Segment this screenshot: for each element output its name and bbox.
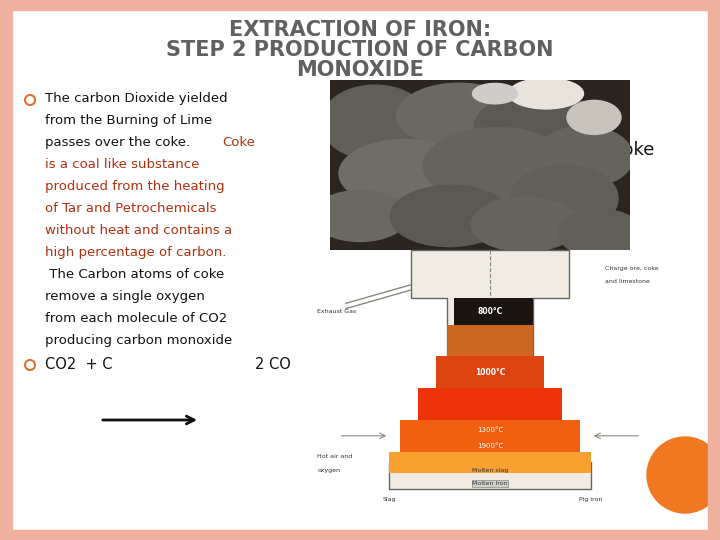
Ellipse shape (471, 197, 579, 252)
Text: Coke: Coke (610, 141, 654, 159)
Text: Charge ore, coke: Charge ore, coke (606, 266, 659, 271)
Text: produced from the heating: produced from the heating (45, 180, 225, 193)
Polygon shape (447, 325, 534, 356)
Text: 800°C: 800°C (477, 307, 503, 316)
Text: without heat and contains a: without heat and contains a (45, 224, 232, 237)
Ellipse shape (321, 85, 429, 160)
Text: CO2  + C: CO2 + C (45, 357, 112, 372)
Text: and limestone: and limestone (606, 280, 650, 285)
Polygon shape (454, 298, 534, 325)
Circle shape (647, 437, 720, 513)
Text: 1900°C: 1900°C (477, 443, 503, 449)
Text: Molten Iron: Molten Iron (472, 481, 508, 486)
Polygon shape (418, 388, 562, 420)
Ellipse shape (390, 185, 510, 247)
Text: The Carbon atoms of coke: The Carbon atoms of coke (45, 268, 224, 281)
Ellipse shape (312, 191, 408, 241)
Ellipse shape (537, 126, 633, 187)
Text: oxygen: oxygen (318, 468, 340, 472)
Text: The carbon Dioxide yielded: The carbon Dioxide yielded (45, 92, 228, 105)
Text: passes over the coke.: passes over the coke. (45, 136, 194, 149)
Text: from each molecule of CO2: from each molecule of CO2 (45, 312, 228, 325)
Bar (0, 0, 720, 10)
Polygon shape (390, 251, 591, 489)
Ellipse shape (510, 165, 618, 233)
Text: is a coal like substance: is a coal like substance (45, 158, 199, 171)
Text: STEP 2 PRODUCTION OF CARBON: STEP 2 PRODUCTION OF CARBON (166, 40, 554, 60)
Text: 1300°C: 1300°C (477, 428, 503, 434)
Ellipse shape (423, 127, 567, 202)
Text: MONOXIDE: MONOXIDE (296, 60, 424, 80)
Text: 2 CO: 2 CO (255, 357, 291, 372)
Ellipse shape (397, 83, 516, 145)
Text: of Tar and Petrochemicals: of Tar and Petrochemicals (45, 202, 217, 215)
Text: Slag: Slag (382, 497, 396, 502)
Bar (0, 0, 12, 540)
Bar (0, 530, 720, 540)
Ellipse shape (339, 139, 471, 207)
Text: from the Burning of Lime: from the Burning of Lime (45, 114, 212, 127)
Text: Pig iron: Pig iron (579, 497, 603, 502)
Bar (708, 0, 720, 540)
Text: Exhaust Gas: Exhaust Gas (318, 309, 356, 314)
Polygon shape (390, 451, 591, 473)
Ellipse shape (558, 209, 642, 257)
Polygon shape (436, 356, 544, 388)
Text: Molten slag: Molten slag (472, 468, 508, 472)
Text: Hot air and: Hot air and (318, 455, 353, 460)
Text: high percentage of carbon.: high percentage of carbon. (45, 246, 226, 259)
Text: remove a single oxygen: remove a single oxygen (45, 290, 205, 303)
Text: Coke: Coke (222, 136, 255, 149)
Ellipse shape (474, 93, 606, 161)
Text: 1000°C: 1000°C (474, 368, 505, 377)
Ellipse shape (472, 83, 518, 104)
Text: producing carbon monoxide: producing carbon monoxide (45, 334, 233, 347)
Polygon shape (400, 420, 580, 451)
Text: EXTRACTION OF IRON:: EXTRACTION OF IRON: (229, 20, 491, 40)
Ellipse shape (508, 78, 583, 109)
Ellipse shape (567, 100, 621, 134)
